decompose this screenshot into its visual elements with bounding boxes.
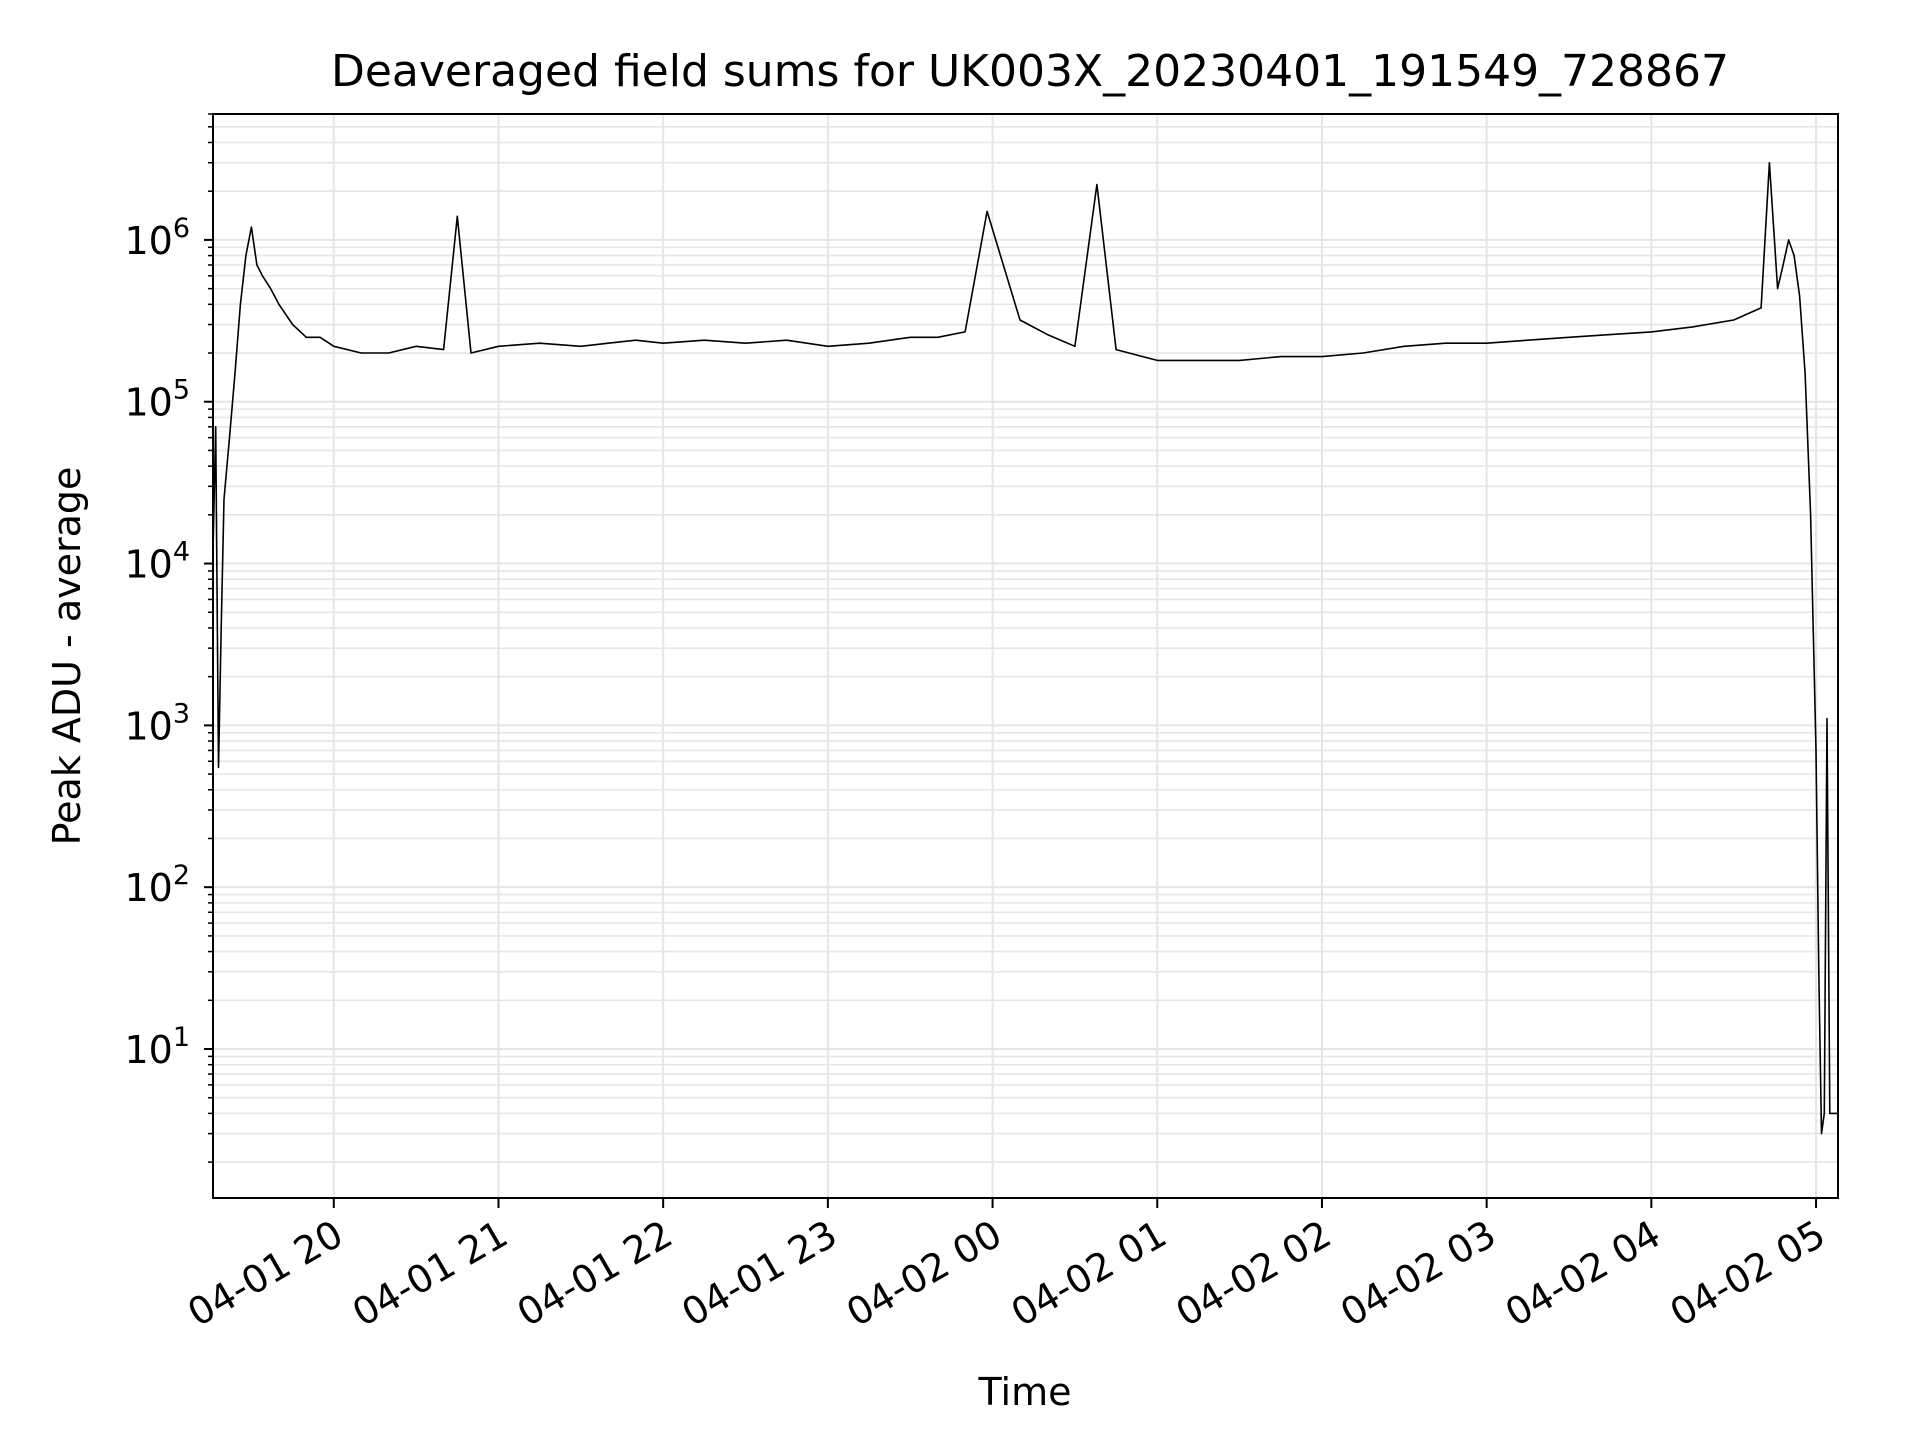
y-tick-exponent: 5 [173,375,190,406]
plot-frame [212,113,1839,1199]
y-tick-exponent: 1 [173,1022,190,1053]
y-tick-base: 10 [124,1028,172,1072]
grid [213,113,1838,1198]
y-tick-base: 10 [124,866,172,910]
y-tick-label: 104 [124,537,190,587]
y-tick-label: 102 [124,860,190,910]
y-tick-exponent: 6 [173,213,190,244]
series-line [212,161,1838,1135]
y-axis-label: Peak ADU - average [45,467,89,846]
y-tick-base: 10 [124,543,172,587]
y-tick-base: 10 [124,381,172,425]
y-tick-base: 10 [124,219,172,263]
y-tick-label: 101 [124,1022,190,1072]
y-tick-base: 10 [124,704,172,748]
y-tick-exponent: 3 [173,698,190,729]
series-group [212,161,1838,1135]
y-tick-label: 103 [124,698,190,748]
y-tick-exponent: 2 [173,860,190,891]
chart-title: Deaveraged field sums for UK003X_2023040… [331,46,1729,97]
y-tick-label: 105 [124,375,190,425]
y-tick-exponent: 4 [173,537,190,568]
y-tick-label: 106 [124,213,190,263]
x-axis-label: Time [978,1370,1072,1414]
